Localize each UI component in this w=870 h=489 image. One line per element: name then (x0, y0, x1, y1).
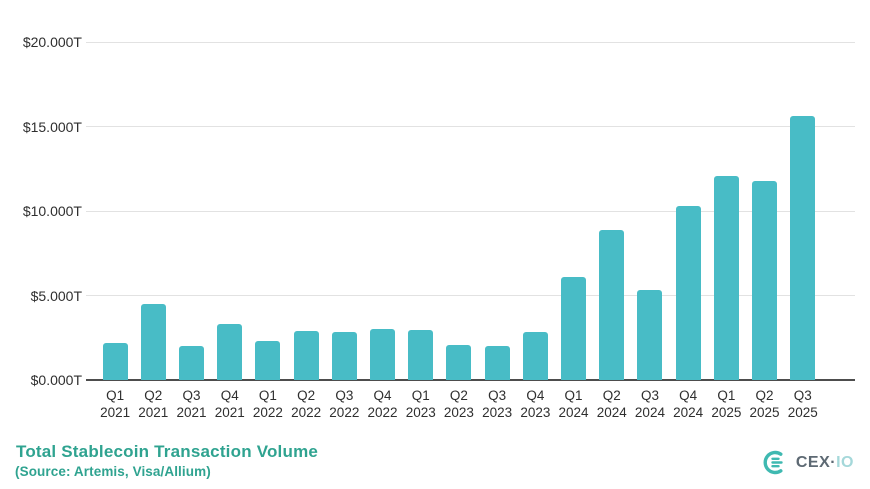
bar-q4-2023 (522, 331, 548, 380)
x-axis-label-q4-2021: Q4 2021 (214, 388, 245, 420)
y-axis-label: $5.000T (30, 287, 82, 304)
logo-suffix-io: IO (836, 453, 854, 471)
x-axis-label-q4-2022: Q4 2022 (367, 388, 398, 420)
gridline (86, 295, 855, 296)
x-axis-label-q3-2023: Q3 2023 (482, 388, 513, 420)
bar-q3-2025 (790, 116, 816, 380)
chart-title: Total Stablecoin Transaction Volume (16, 442, 319, 461)
chart-source: (Source: Artemis, Visa/Allium) (15, 464, 211, 479)
bar-slot-q1-2024 (554, 42, 592, 380)
bar-q3-2024 (637, 289, 663, 380)
bar-q1-2023 (408, 330, 434, 380)
bar-q3-2021 (179, 346, 204, 380)
x-axis-label-q4-2023: Q4 2023 (520, 388, 551, 420)
x-axis-label-q1-2021: Q1 2021 (100, 388, 131, 420)
bar-slot-q4-2024 (669, 42, 707, 380)
bar-q4-2024 (675, 205, 701, 380)
bar-slot-q3-2023 (478, 42, 516, 380)
y-axis-label: $20.000T (22, 34, 82, 50)
x-axis-label-q1-2022: Q1 2022 (252, 388, 283, 420)
x-axis-label-q2-2021: Q2 2021 (138, 388, 169, 420)
bar-slot-q3-2024 (631, 42, 669, 380)
bar-q4-2022 (370, 329, 396, 380)
bar-slot-q4-2022 (363, 42, 401, 380)
bar-q3-2023 (484, 346, 510, 380)
x-axis-label-q2-2024: Q2 2024 (596, 388, 627, 420)
cexio-logo-icon (762, 449, 789, 476)
x-axis-label-q4-2024: Q4 2024 (673, 388, 704, 420)
bar-q1-2022 (255, 341, 281, 380)
bar-q1-2025 (713, 175, 739, 380)
x-axis-label-q2-2025: Q2 2025 (749, 388, 780, 420)
bar-q2-2024 (599, 229, 625, 380)
x-axis-label-q3-2022: Q3 2022 (329, 388, 360, 420)
bar-slot-q2-2025 (745, 42, 783, 380)
bar-q2-2025 (752, 181, 778, 380)
bar-q1-2024 (561, 276, 587, 380)
bar-q2-2021 (140, 303, 166, 380)
cexio-logo: CEX · IO (762, 449, 854, 476)
bar-slot-q4-2021 (211, 42, 249, 380)
x-axis-label-q1-2023: Q1 2023 (405, 388, 436, 420)
x-axis-label-q1-2025: Q1 2025 (711, 388, 742, 420)
x-axis-label-q3-2025: Q3 2025 (787, 388, 818, 420)
y-axis-label: $10.000T (22, 203, 82, 219)
x-axis-label-q3-2021: Q3 2021 (176, 388, 207, 420)
y-axis-label: $0.000T (30, 372, 82, 388)
bar-q2-2023 (446, 344, 472, 380)
x-axis-labels: Q1 2021 Q2 2021 Q3 2021 Q4 2021 Q1 2022 Q2 2022 Q3 20… (96, 387, 822, 421)
cexio-logo-text: CEX · IO (796, 454, 854, 472)
bar-slot-q1-2023 (402, 42, 440, 380)
gridline (86, 210, 855, 212)
x-axis-label-q3-2024: Q3 2024 (634, 388, 665, 420)
bars-container (96, 42, 822, 380)
bar-slot-q2-2021 (134, 42, 172, 380)
gridline (86, 41, 855, 43)
bar-slot-q2-2022 (287, 42, 325, 380)
logo-brand-cex: CEX (795, 453, 831, 471)
gridline (86, 126, 855, 127)
bar-slot-q2-2024 (593, 42, 631, 380)
x-axis-label-q2-2023: Q2 2023 (443, 388, 474, 420)
bar-slot-q3-2022 (325, 42, 363, 380)
logo-separator-dot: · (830, 453, 837, 471)
bar-slot-q3-2021 (172, 42, 210, 380)
bar-slot-q1-2022 (249, 42, 287, 380)
x-axis-label-q1-2024: Q1 2024 (558, 388, 589, 420)
bar-q3-2022 (331, 331, 357, 380)
bar-slot-q4-2023 (516, 42, 554, 380)
bar-q4-2021 (217, 324, 243, 380)
bar-slot-q1-2025 (707, 42, 745, 380)
bar-q2-2022 (293, 331, 319, 380)
bar-slot-q2-2023 (440, 42, 478, 380)
y-axis-label: $15.000T (22, 118, 82, 135)
x-axis-line (86, 379, 855, 381)
bar-slot-q3-2025 (784, 42, 822, 380)
bar-q1-2021 (102, 342, 128, 380)
bar-slot-q1-2021 (96, 42, 134, 380)
x-axis-label-q2-2022: Q2 2022 (291, 388, 322, 420)
